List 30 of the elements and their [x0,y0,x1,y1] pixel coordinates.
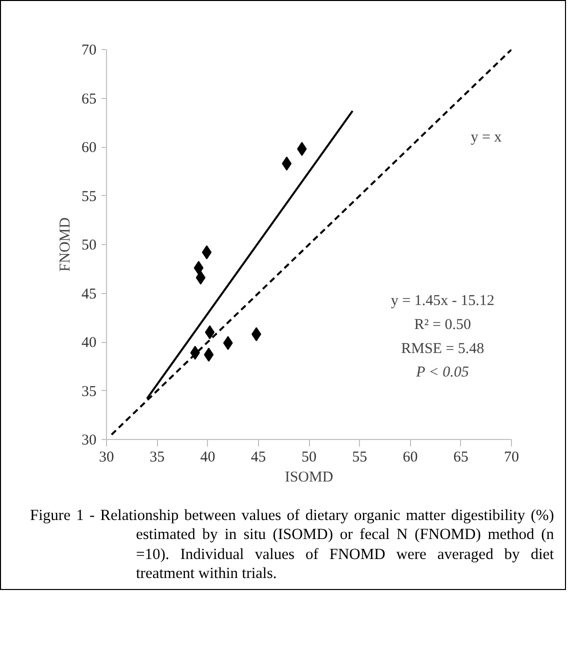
y-tick-label: 70 [82,42,96,58]
x-tick-label: 45 [250,450,266,466]
y-tick-label: 65 [82,91,96,108]
annotation: P < 0.05 [415,364,470,381]
x-tick-label: 50 [302,450,316,466]
y-tick-label: 55 [82,188,96,205]
point [282,156,292,171]
annotation: y = 1.45x - 15.12 [390,293,494,310]
caption: Figure 1 - Relationship between values of dietary organic matter digestibility (%) estimated by in situ (ISOMD) or fecal N (FNOMD) method (n =10). Individual values of FNOMD were averaged by diet treatment within trials. [29,506,554,584]
x-tick-label: 55 [352,450,368,466]
y-tick-label: 35 [82,384,96,400]
y-tick-label: 60 [82,140,96,156]
y-tick-label: 40 [82,335,96,351]
annotation: y = x [470,129,502,146]
annotation: RMSE = 5.48 [401,340,484,357]
y-tick-label: 30 [82,432,96,448]
point [204,348,214,362]
point [202,245,212,260]
y-tick-label: 45 [82,286,96,302]
x-tick-label: 65 [453,450,468,466]
y-tick-label: 50 [82,238,96,254]
x-tick-label: 70 [504,450,519,466]
point [204,325,215,340]
x-tick-label: 35 [150,450,165,466]
x-axis-title: ISOMD [284,470,334,486]
annotation: R² = 0.50 [414,316,472,333]
x-tick-label: 40 [200,450,216,466]
x-tick-label: 30 [99,450,114,466]
x-tick-label: 60 [402,450,418,466]
y-axis-title: FNOMD [58,217,74,272]
